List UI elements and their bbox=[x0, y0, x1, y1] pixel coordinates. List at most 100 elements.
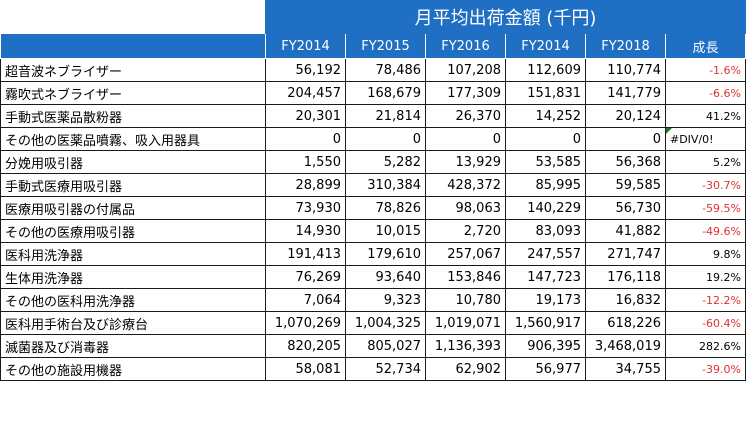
value-cell[interactable]: 56,730 bbox=[585, 196, 666, 220]
value-cell[interactable]: 14,252 bbox=[505, 104, 586, 128]
value-cell[interactable]: 20,301 bbox=[265, 104, 346, 128]
value-cell[interactable]: 10,780 bbox=[425, 288, 506, 312]
value-cell[interactable]: 140,229 bbox=[505, 196, 586, 220]
value-cell[interactable]: 20,124 bbox=[585, 104, 666, 128]
value-cell[interactable]: 1,560,917 bbox=[505, 311, 586, 335]
value-cell[interactable]: 13,929 bbox=[425, 150, 506, 174]
value-cell[interactable]: 179,610 bbox=[345, 242, 426, 266]
value-cell[interactable]: 5,282 bbox=[345, 150, 426, 174]
value-cell[interactable]: 0 bbox=[425, 127, 506, 151]
value-cell[interactable]: 26,370 bbox=[425, 104, 506, 128]
growth-cell[interactable]: 41.2% bbox=[665, 104, 746, 128]
value-cell[interactable]: 191,413 bbox=[265, 242, 346, 266]
row-label[interactable]: 滅菌器及び消毒器 bbox=[0, 334, 266, 358]
row-label[interactable]: 超音波ネブライザー bbox=[0, 58, 266, 82]
row-label[interactable]: 手動式医薬品散粉器 bbox=[0, 104, 266, 128]
value-cell[interactable]: 176,118 bbox=[585, 265, 666, 289]
row-label[interactable]: 医科用洗浄器 bbox=[0, 242, 266, 266]
value-cell[interactable]: 14,930 bbox=[265, 219, 346, 243]
value-cell[interactable]: 78,826 bbox=[345, 196, 426, 220]
value-cell[interactable]: 204,457 bbox=[265, 81, 346, 105]
growth-cell[interactable]: -60.4% bbox=[665, 311, 746, 335]
header-fy2016[interactable]: FY2016 bbox=[425, 33, 506, 59]
value-cell[interactable]: 310,384 bbox=[345, 173, 426, 197]
value-cell[interactable]: 257,067 bbox=[425, 242, 506, 266]
growth-cell[interactable]: 9.8% bbox=[665, 242, 746, 266]
value-cell[interactable]: 3,468,019 bbox=[585, 334, 666, 358]
value-cell[interactable]: 428,372 bbox=[425, 173, 506, 197]
growth-cell[interactable]: -30.7% bbox=[665, 173, 746, 197]
value-cell[interactable]: 1,004,325 bbox=[345, 311, 426, 335]
value-cell[interactable]: 168,679 bbox=[345, 81, 426, 105]
row-label[interactable]: 分娩用吸引器 bbox=[0, 150, 266, 174]
value-cell[interactable]: 41,882 bbox=[585, 219, 666, 243]
value-cell[interactable]: 247,557 bbox=[505, 242, 586, 266]
value-cell[interactable]: 73,930 bbox=[265, 196, 346, 220]
value-cell[interactable]: 9,323 bbox=[345, 288, 426, 312]
value-cell[interactable]: 78,486 bbox=[345, 58, 426, 82]
value-cell[interactable]: 271,747 bbox=[585, 242, 666, 266]
row-label[interactable]: 医療用吸引器の付属品 bbox=[0, 196, 266, 220]
row-label[interactable]: 医科用手術台及び診療台 bbox=[0, 311, 266, 335]
value-cell[interactable]: 153,846 bbox=[425, 265, 506, 289]
value-cell[interactable]: 59,585 bbox=[585, 173, 666, 197]
growth-cell[interactable]: 282.6% bbox=[665, 334, 746, 358]
value-cell[interactable]: 0 bbox=[585, 127, 666, 151]
value-cell[interactable]: 28,899 bbox=[265, 173, 346, 197]
value-cell[interactable]: 19,173 bbox=[505, 288, 586, 312]
value-cell[interactable]: 906,395 bbox=[505, 334, 586, 358]
value-cell[interactable]: 820,205 bbox=[265, 334, 346, 358]
value-cell[interactable]: 7,064 bbox=[265, 288, 346, 312]
value-cell[interactable]: 56,977 bbox=[505, 357, 586, 381]
value-cell[interactable]: 107,208 bbox=[425, 58, 506, 82]
growth-cell[interactable]: -39.0% bbox=[665, 357, 746, 381]
header-fy2018[interactable]: FY2018 bbox=[585, 33, 666, 59]
row-label[interactable]: 手動式医療用吸引器 bbox=[0, 173, 266, 197]
value-cell[interactable]: 0 bbox=[505, 127, 586, 151]
growth-cell[interactable]: -1.6% bbox=[665, 58, 746, 82]
value-cell[interactable]: 16,832 bbox=[585, 288, 666, 312]
growth-cell[interactable]: -6.6% bbox=[665, 81, 746, 105]
header-growth[interactable]: 成長 bbox=[665, 33, 746, 59]
value-cell[interactable]: 56,368 bbox=[585, 150, 666, 174]
header-fy2014-a[interactable]: FY2014 bbox=[265, 33, 346, 59]
row-label[interactable]: その他の医薬品噴霧、吸入用器具 bbox=[0, 127, 266, 151]
value-cell[interactable]: 56,192 bbox=[265, 58, 346, 82]
header-fy2014-b[interactable]: FY2014 bbox=[505, 33, 586, 59]
row-label[interactable]: 霧吹式ネブライザー bbox=[0, 81, 266, 105]
value-cell[interactable]: 93,640 bbox=[345, 265, 426, 289]
value-cell[interactable]: 1,136,393 bbox=[425, 334, 506, 358]
growth-cell[interactable]: -59.5% bbox=[665, 196, 746, 220]
row-label[interactable]: 生体用洗浄器 bbox=[0, 265, 266, 289]
value-cell[interactable]: 147,723 bbox=[505, 265, 586, 289]
value-cell[interactable]: 1,550 bbox=[265, 150, 346, 174]
value-cell[interactable]: 141,779 bbox=[585, 81, 666, 105]
row-label[interactable]: その他の施設用機器 bbox=[0, 357, 266, 381]
value-cell[interactable]: 52,734 bbox=[345, 357, 426, 381]
growth-cell[interactable]: 5.2% bbox=[665, 150, 746, 174]
value-cell[interactable]: 53,585 bbox=[505, 150, 586, 174]
value-cell[interactable]: 177,309 bbox=[425, 81, 506, 105]
value-cell[interactable]: 83,093 bbox=[505, 219, 586, 243]
value-cell[interactable]: 1,070,269 bbox=[265, 311, 346, 335]
growth-cell[interactable]: -49.6% bbox=[665, 219, 746, 243]
value-cell[interactable]: 85,995 bbox=[505, 173, 586, 197]
value-cell[interactable]: 110,774 bbox=[585, 58, 666, 82]
value-cell[interactable]: 62,902 bbox=[425, 357, 506, 381]
value-cell[interactable]: 21,814 bbox=[345, 104, 426, 128]
growth-cell[interactable]: 19.2% bbox=[665, 265, 746, 289]
header-fy2015[interactable]: FY2015 bbox=[345, 33, 426, 59]
growth-cell[interactable]: -12.2% bbox=[665, 288, 746, 312]
value-cell[interactable]: 0 bbox=[345, 127, 426, 151]
value-cell[interactable]: 10,015 bbox=[345, 219, 426, 243]
value-cell[interactable]: 58,081 bbox=[265, 357, 346, 381]
value-cell[interactable]: 112,609 bbox=[505, 58, 586, 82]
row-label[interactable]: その他の医科用洗浄器 bbox=[0, 288, 266, 312]
value-cell[interactable]: 34,755 bbox=[585, 357, 666, 381]
row-label[interactable]: その他の医療用吸引器 bbox=[0, 219, 266, 243]
value-cell[interactable]: 618,226 bbox=[585, 311, 666, 335]
value-cell[interactable]: 805,027 bbox=[345, 334, 426, 358]
value-cell[interactable]: 151,831 bbox=[505, 81, 586, 105]
value-cell[interactable]: 2,720 bbox=[425, 219, 506, 243]
value-cell[interactable]: 76,269 bbox=[265, 265, 346, 289]
